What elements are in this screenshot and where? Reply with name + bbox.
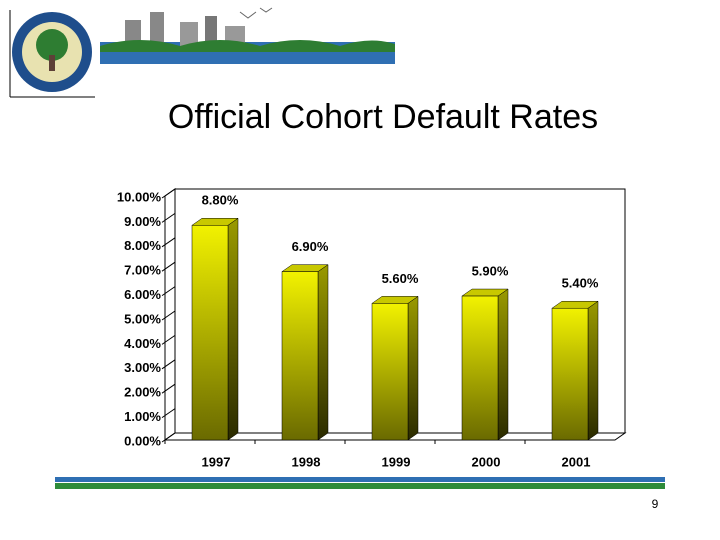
- y-tick-label: 5.00%: [124, 311, 161, 326]
- x-tick-label: 1997: [202, 454, 231, 469]
- y-tick: [161, 286, 176, 297]
- logo: [9, 10, 95, 98]
- footer-stripe: [55, 477, 665, 482]
- bar-side: [317, 264, 329, 441]
- y-tick: [161, 383, 176, 394]
- y-tick-label: 10.00%: [117, 189, 162, 204]
- y-tick: [161, 188, 176, 199]
- x-tick-label: 1999: [382, 454, 411, 469]
- bar: [191, 225, 229, 441]
- y-tick-label: 2.00%: [124, 385, 161, 400]
- bar-side: [497, 288, 509, 441]
- x-tick-label: 2001: [562, 454, 591, 469]
- data-label: 6.90%: [292, 239, 329, 254]
- bar: [461, 295, 499, 441]
- y-tick: [161, 334, 176, 345]
- slide-title: Official Cohort Default Rates: [168, 98, 598, 136]
- x-tick-label: 2000: [472, 454, 501, 469]
- y-tick: [161, 237, 176, 248]
- bar: [371, 303, 409, 441]
- bar-side: [587, 300, 599, 441]
- bar: [551, 307, 589, 441]
- data-label: 5.40%: [562, 276, 599, 291]
- y-tick: [161, 408, 176, 419]
- y-tick-label: 0.00%: [124, 433, 161, 448]
- y-tick: [161, 261, 176, 272]
- data-label: 5.60%: [382, 271, 419, 286]
- data-label: 5.90%: [472, 263, 509, 278]
- footer-stripe: [55, 483, 665, 489]
- y-tick: [161, 212, 176, 223]
- bar-side: [227, 217, 239, 441]
- y-tick: [161, 359, 176, 370]
- y-tick-label: 1.00%: [124, 409, 161, 424]
- chart: 0.00% 1.00% 2.00% 3.00% 4.00% 5.00% 6.00% 7.00%…: [117, 188, 627, 469]
- page-number: 9: [652, 497, 659, 511]
- y-tick: [161, 432, 176, 443]
- y-tick-label: 8.00%: [124, 238, 161, 253]
- y-tick-label: 6.00%: [124, 287, 161, 302]
- y-tick: [161, 310, 176, 321]
- y-tick-label: 7.00%: [124, 263, 161, 278]
- bar-side: [407, 295, 419, 441]
- x-tick-label: 1998: [292, 454, 321, 469]
- skyline-banner: [100, 7, 395, 64]
- data-label: 8.80%: [202, 193, 239, 208]
- y-tick-label: 3.00%: [124, 360, 161, 375]
- y-tick-label: 9.00%: [124, 214, 161, 229]
- y-tick-label: 4.00%: [124, 336, 161, 351]
- bar: [281, 271, 319, 441]
